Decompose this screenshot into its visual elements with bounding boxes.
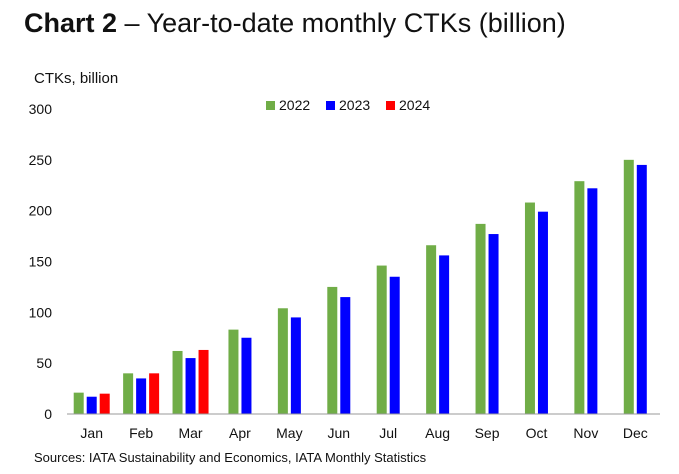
y-tick-label: 250 [29, 152, 53, 168]
bar-2022-mar [172, 350, 183, 414]
bar-2024-feb [149, 373, 160, 414]
bar-2022-sep [475, 223, 486, 414]
y-tick-label: 0 [44, 406, 52, 422]
bar-2022-oct [524, 202, 535, 414]
chart-title: Chart 2 – Year-to-date monthly CTKs (bil… [24, 8, 566, 39]
x-tick-label: Feb [129, 425, 153, 441]
chart-title-rest: – Year-to-date monthly CTKs (billion) [117, 8, 566, 38]
legend-label-2024: 2024 [399, 97, 430, 113]
x-axis-ticks: Jan Feb Mar Apr May Jun Jul Aug Sep Oct Nov Dec [80, 425, 647, 441]
bar-2023-oct [537, 211, 548, 414]
y-tick-label: 150 [29, 254, 53, 270]
y-tick-label: 100 [29, 304, 53, 320]
bar-2023-jan [86, 396, 97, 414]
bar-2022-jan [73, 392, 84, 414]
bar-2022-jul [376, 265, 387, 414]
legend-label-2022: 2022 [279, 97, 310, 113]
legend-swatch-2023 [326, 101, 335, 110]
x-tick-label: Jan [80, 425, 103, 441]
x-tick-label: Jul [379, 425, 397, 441]
source-note: Sources: IATA Sustainability and Economi… [34, 450, 427, 465]
y-tick-label: 300 [29, 101, 53, 117]
chart-title-lead: Chart 2 [24, 8, 118, 38]
bar-2024-mar [198, 349, 209, 414]
legend-label-2023: 2023 [339, 97, 370, 113]
bar-2023-nov [587, 188, 598, 414]
bar-2023-sep [488, 234, 499, 414]
x-tick-label: Aug [425, 425, 450, 441]
bar-2023-apr [241, 337, 252, 414]
bar-2023-mar [185, 358, 196, 414]
x-tick-label: Mar [178, 425, 202, 441]
bars [73, 159, 647, 414]
x-tick-label: Apr [229, 425, 251, 441]
y-axis-label: CTKs, billion [34, 70, 119, 87]
y-tick-label: 50 [36, 355, 52, 371]
legend: 2022 2023 2024 [266, 97, 430, 113]
bar-2022-jun [327, 286, 338, 414]
bar-2022-dec [623, 159, 634, 414]
x-tick-label: Nov [573, 425, 598, 441]
legend-swatch-2022 [266, 101, 275, 110]
legend-swatch-2024 [386, 101, 395, 110]
bar-2023-jul [389, 276, 400, 414]
bar-2022-nov [574, 181, 585, 414]
bar-2023-aug [439, 255, 450, 414]
bar-2023-feb [136, 378, 147, 414]
bar-2022-apr [228, 329, 239, 414]
y-axis-ticks: 0 50 100 150 200 250 300 [29, 101, 53, 422]
bar-2022-aug [426, 245, 437, 414]
bar-2023-jun [340, 297, 351, 414]
x-tick-label: May [276, 425, 302, 441]
bar-2023-dec [636, 164, 647, 414]
x-tick-label: Jun [328, 425, 351, 441]
y-tick-label: 200 [29, 203, 53, 219]
bar-2022-may [277, 308, 288, 414]
bar-2024-jan [99, 393, 110, 414]
x-tick-label: Dec [623, 425, 648, 441]
x-tick-label: Oct [526, 425, 548, 441]
bar-2023-may [290, 317, 301, 414]
x-tick-label: Sep [475, 425, 500, 441]
bar-2022-feb [123, 373, 134, 414]
